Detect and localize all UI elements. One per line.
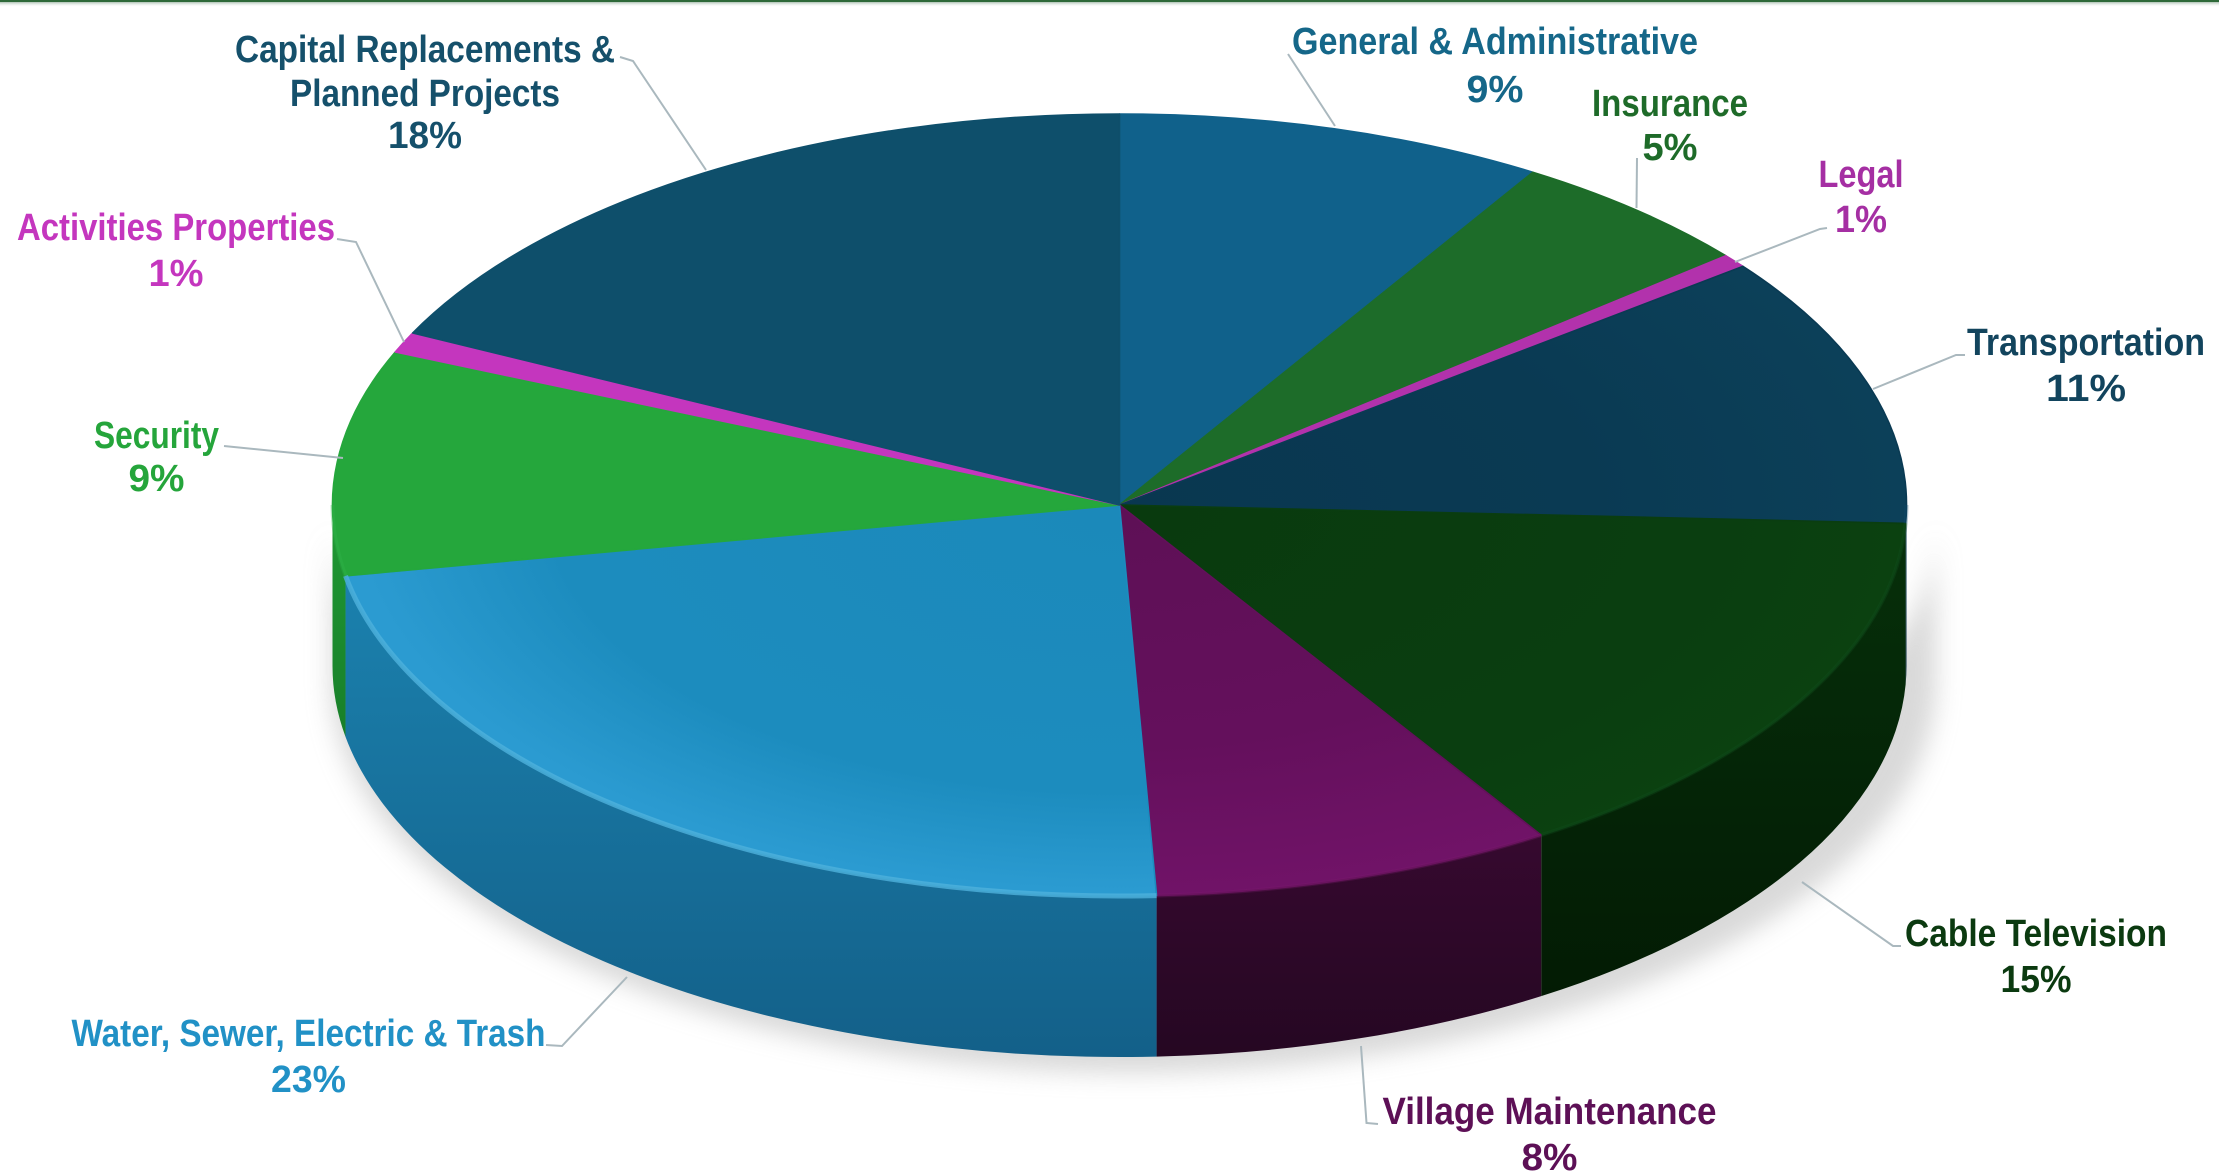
- svg-text:Transportation: Transportation: [1967, 322, 2205, 364]
- svg-text:General & Administrative: General & Administrative: [1292, 21, 1698, 63]
- svg-text:Security: Security: [94, 415, 219, 457]
- svg-text:Village Maintenance: Village Maintenance: [1383, 1091, 1717, 1133]
- svg-text:Legal: Legal: [1819, 154, 1904, 196]
- svg-text:Cable Television: Cable Television: [1905, 913, 2167, 955]
- svg-text:9%: 9%: [1467, 69, 1524, 111]
- svg-text:Capital Replacements &: Capital Replacements &: [235, 29, 615, 71]
- svg-text:5%: 5%: [1643, 127, 1698, 169]
- svg-text:1%: 1%: [1835, 199, 1887, 241]
- svg-text:15%: 15%: [2001, 959, 2072, 1001]
- svg-text:23%: 23%: [271, 1059, 346, 1101]
- svg-text:9%: 9%: [129, 458, 185, 500]
- svg-text:8%: 8%: [1522, 1137, 1578, 1171]
- svg-text:1%: 1%: [149, 253, 204, 295]
- svg-text:11%: 11%: [2046, 368, 2126, 410]
- svg-text:Activities Properties: Activities Properties: [17, 207, 335, 249]
- svg-text:Insurance: Insurance: [1592, 83, 1748, 125]
- svg-text:18%: 18%: [388, 115, 462, 157]
- svg-text:Water, Sewer, Electric & Trash: Water, Sewer, Electric & Trash: [72, 1013, 546, 1055]
- svg-text:Planned Projects: Planned Projects: [290, 73, 560, 115]
